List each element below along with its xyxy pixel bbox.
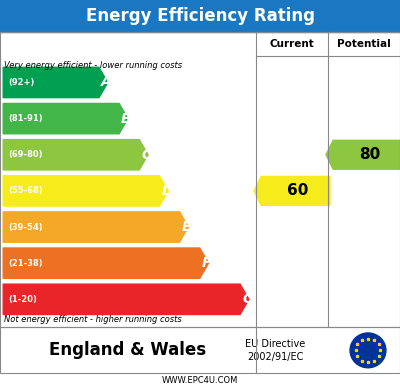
Text: (39-54): (39-54): [8, 223, 43, 232]
Text: (92+): (92+): [8, 78, 34, 87]
Text: C: C: [141, 148, 152, 162]
Text: Energy Efficiency Rating: Energy Efficiency Rating: [86, 7, 314, 25]
Polygon shape: [3, 176, 168, 206]
Text: England & Wales: England & Wales: [50, 341, 206, 359]
Bar: [0, 0, 400, 32]
Text: (21-38): (21-38): [8, 259, 43, 268]
Text: Not energy efficient - higher running costs: Not energy efficient - higher running co…: [4, 315, 182, 324]
Text: Very energy efficient - lower running costs: Very energy efficient - lower running co…: [4, 61, 182, 69]
Text: EU Directive
2002/91/EC: EU Directive 2002/91/EC: [245, 339, 306, 362]
Text: 80: 80: [359, 147, 380, 162]
Bar: [0, 32, 400, 327]
Polygon shape: [3, 284, 249, 315]
Polygon shape: [3, 248, 208, 278]
Text: WWW.EPC4U.COM: WWW.EPC4U.COM: [162, 376, 238, 385]
Bar: [0, 327, 400, 373]
Polygon shape: [254, 177, 330, 205]
Text: A: A: [101, 76, 112, 90]
Text: Potential: Potential: [337, 39, 391, 49]
Polygon shape: [3, 212, 188, 242]
Text: D: D: [162, 184, 173, 198]
Text: Current: Current: [270, 39, 314, 49]
Text: G: G: [242, 292, 254, 306]
Text: 60: 60: [287, 184, 308, 198]
Polygon shape: [3, 67, 108, 98]
Text: F: F: [202, 256, 211, 270]
Text: (1-20): (1-20): [8, 295, 37, 304]
Text: (69-80): (69-80): [8, 150, 42, 159]
Text: (81-91): (81-91): [8, 114, 43, 123]
Polygon shape: [3, 140, 148, 170]
Text: E: E: [182, 220, 191, 234]
Polygon shape: [3, 104, 128, 134]
Text: (55-68): (55-68): [8, 186, 43, 196]
Circle shape: [350, 333, 386, 368]
Text: B: B: [121, 112, 132, 126]
Polygon shape: [326, 140, 400, 169]
